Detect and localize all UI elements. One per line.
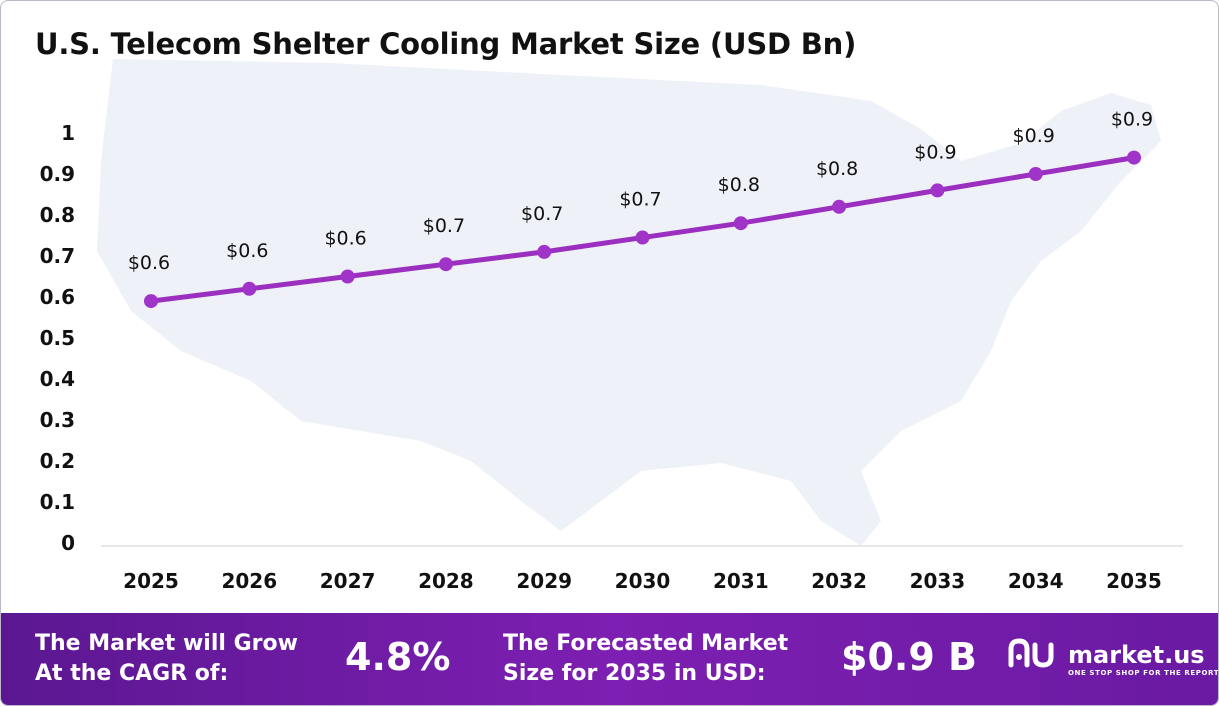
y-tick-label: 0.3 — [40, 408, 75, 432]
x-tick-label: 2034 — [1008, 569, 1064, 593]
data-point — [537, 244, 552, 259]
data-label: $0.6 — [324, 228, 366, 250]
cagr-label: The Market will Grow At the CAGR of: — [35, 631, 298, 686]
data-label: $0.7 — [423, 215, 465, 237]
forecast-value: $0.9 B — [841, 635, 977, 679]
data-point — [242, 281, 257, 296]
y-tick-label: 0.8 — [40, 203, 75, 227]
y-tick-label: 0.2 — [40, 449, 75, 473]
data-label: $0.9 — [1111, 109, 1153, 131]
data-label: $0.7 — [619, 189, 661, 211]
data-point — [832, 199, 847, 214]
x-tick-label: 2027 — [320, 569, 376, 593]
data-label: $0.7 — [521, 203, 563, 225]
data-point — [144, 294, 158, 309]
chart-title: U.S. Telecom Shelter Cooling Market Size… — [35, 27, 857, 61]
y-tick-label: 0.4 — [40, 367, 75, 391]
data-point — [733, 216, 748, 231]
cagr-value: 4.8% — [345, 635, 451, 679]
y-tick-label: 0.1 — [40, 490, 75, 514]
x-tick-label: 2031 — [713, 569, 769, 593]
data-point — [1127, 150, 1141, 165]
y-tick-label: 0 — [61, 531, 75, 555]
data-point — [340, 269, 355, 284]
y-tick-label: 0.7 — [40, 244, 75, 268]
x-tick-label: 2026 — [221, 569, 277, 593]
forecast-label: The Forecasted Market Size for 2035 in U… — [503, 631, 789, 686]
data-label: $0.9 — [1013, 125, 1055, 147]
y-tick-label: 0.6 — [40, 285, 75, 309]
logo-tagline: ONE STOP SHOP FOR THE REPORTS — [1068, 669, 1219, 677]
line-chart: 0 0.1 0.2 0.3 0.4 0.5 0.6 0.7 0.8 0.9 1 2025 2026 20… — [40, 59, 1183, 593]
data-label: $0.6 — [128, 252, 170, 274]
data-label: $0.6 — [226, 240, 268, 262]
data-point — [1028, 167, 1043, 181]
data-label: $0.8 — [816, 158, 858, 180]
x-tick-label: 2035 — [1106, 569, 1162, 593]
logo-text: market.us — [1068, 641, 1205, 669]
market-us-logo-icon — [1008, 638, 1054, 668]
data-point — [635, 230, 650, 245]
x-tick-label: 2033 — [910, 569, 966, 593]
data-point — [438, 257, 453, 272]
y-tick-label: 1 — [61, 121, 75, 145]
x-tick-label: 2025 — [123, 569, 179, 593]
x-tick-label: 2032 — [811, 569, 867, 593]
data-label: $0.8 — [718, 174, 760, 196]
usa-map-background — [97, 59, 1161, 546]
footer-banner: The Market will Grow At the CAGR of: 4.8… — [1, 613, 1219, 705]
x-tick-label: 2028 — [418, 569, 474, 593]
y-tick-label: 0.9 — [40, 162, 75, 186]
y-tick-label: 0.5 — [40, 326, 75, 350]
x-tick-label: 2030 — [615, 569, 671, 593]
data-label: $0.9 — [914, 141, 956, 163]
x-tick-label: 2029 — [516, 569, 572, 593]
data-point — [930, 183, 945, 198]
